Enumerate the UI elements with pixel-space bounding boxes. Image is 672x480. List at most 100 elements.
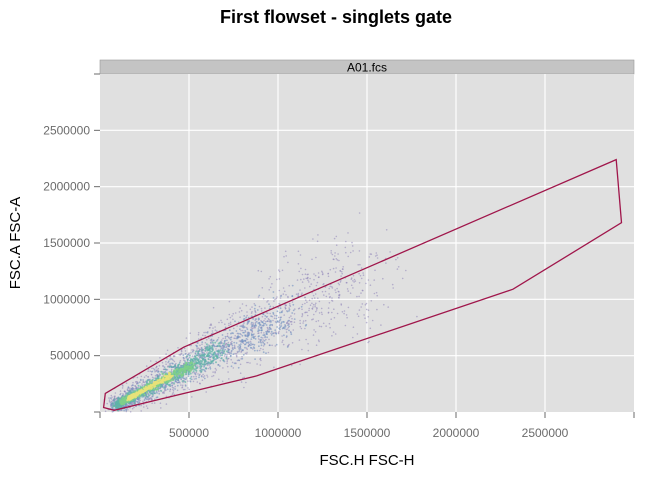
point-mid-466	[260, 336, 263, 339]
point-mid-104	[148, 397, 151, 400]
point-outer-312	[195, 371, 198, 374]
point-outer-577	[300, 327, 303, 330]
point-inner-230	[207, 358, 210, 360]
point-outer-1214	[169, 364, 172, 367]
point-mid-455	[279, 326, 282, 329]
point-mid-143	[244, 329, 247, 332]
point-mid-848	[288, 310, 290, 312]
point-core-354	[177, 370, 180, 373]
point-outer-442	[165, 353, 167, 355]
point-mid-564	[237, 366, 240, 369]
point-outer-858	[357, 315, 360, 318]
point-core-89	[176, 372, 179, 375]
point-outer-734	[376, 294, 379, 297]
point-outer-720	[221, 321, 223, 324]
point-mid-746	[250, 334, 253, 337]
point-outer-1220	[172, 392, 174, 394]
point-mid-496	[142, 379, 145, 381]
point-outer-664	[151, 398, 153, 401]
point-outer-632	[278, 270, 281, 273]
point-outer-1307	[226, 335, 228, 338]
point-mid-795	[275, 332, 277, 335]
point-outer-1284	[345, 281, 348, 284]
point-outer-112	[299, 319, 301, 322]
point-outer-991	[282, 339, 284, 342]
point-outer-35	[119, 390, 122, 392]
point-outer-1046	[243, 376, 245, 379]
point-outer-1184	[153, 402, 156, 404]
point-mid-260	[276, 310, 279, 313]
point-mid-47	[185, 377, 188, 379]
point-outer-433	[304, 327, 306, 330]
point-core-383	[175, 374, 178, 378]
point-outer-703	[268, 338, 270, 341]
point-outer-1250	[305, 277, 308, 280]
point-mid-53	[268, 307, 271, 310]
point-mid-834	[229, 336, 232, 339]
point-outer-1108	[365, 308, 368, 311]
point-outer-30	[232, 318, 234, 321]
point-mid-394	[231, 344, 234, 347]
point-mid-332	[163, 371, 165, 373]
point-outer-179	[146, 407, 149, 410]
point-mid-315	[254, 323, 257, 325]
point-mid-785	[270, 321, 272, 323]
point-outer-238	[197, 333, 200, 336]
point-outer-1175	[141, 384, 144, 387]
gate-polygon	[102, 158, 623, 411]
point-mid-570	[272, 291, 275, 293]
point-outer-1351	[314, 304, 317, 306]
point-outer-1285	[169, 388, 172, 391]
point-outer-279	[347, 306, 350, 309]
point-mid-157	[258, 326, 260, 328]
point-outer-584	[314, 305, 316, 308]
point-mid-808	[272, 297, 275, 299]
point-mid-561	[271, 332, 274, 335]
point-outer-513	[285, 331, 288, 333]
point-mid-200	[143, 398, 146, 401]
point-mid-371	[288, 325, 291, 328]
point-outer-1350	[134, 385, 136, 387]
point-outer-774	[228, 313, 231, 316]
point-outer-1180	[172, 390, 175, 392]
point-outer-193	[197, 331, 200, 334]
point-outer-1324	[273, 317, 276, 320]
point-outer-206	[364, 304, 367, 306]
point-outer-1166	[161, 361, 164, 364]
point-outer-530	[397, 266, 400, 268]
point-inner-567	[214, 358, 216, 361]
point-outer-758	[221, 380, 224, 383]
y-axis-label: FSC.A FSC-A	[7, 197, 24, 290]
point-outer-1210	[215, 348, 217, 350]
point-mid-809	[254, 358, 256, 360]
point-outer-639	[243, 386, 245, 389]
point-mid-351	[184, 360, 186, 362]
point-outer-58	[233, 345, 236, 348]
point-mid-127	[169, 362, 172, 365]
point-outer-571	[315, 309, 318, 311]
point-outer-445	[195, 375, 197, 378]
point-mid-880	[261, 329, 263, 331]
point-mid-445	[251, 336, 254, 338]
point-outer-59	[258, 349, 261, 352]
point-outer-232	[177, 347, 179, 349]
x-axis-ticks: 500000 1000000 1500000 2000000 2500000	[99, 412, 635, 440]
point-mid-750	[215, 350, 218, 352]
point-inner-598	[216, 356, 219, 359]
point-inner-344	[204, 349, 207, 352]
point-outer-725	[338, 259, 340, 262]
point-mid-550	[247, 332, 250, 334]
point-outer-435	[121, 387, 124, 389]
point-outer-285	[330, 252, 333, 254]
point-outer-270	[228, 324, 230, 327]
point-outer-1203	[347, 290, 350, 292]
point-mid-715	[144, 383, 147, 386]
point-outer-633	[162, 368, 165, 371]
point-outer-1386	[314, 331, 317, 333]
point-mid-764	[263, 334, 266, 336]
point-mid-613	[275, 321, 278, 324]
point-inner-317	[201, 348, 204, 351]
point-inner-511	[225, 357, 228, 360]
point-mid-712	[217, 364, 220, 366]
point-outer-642	[196, 349, 198, 351]
